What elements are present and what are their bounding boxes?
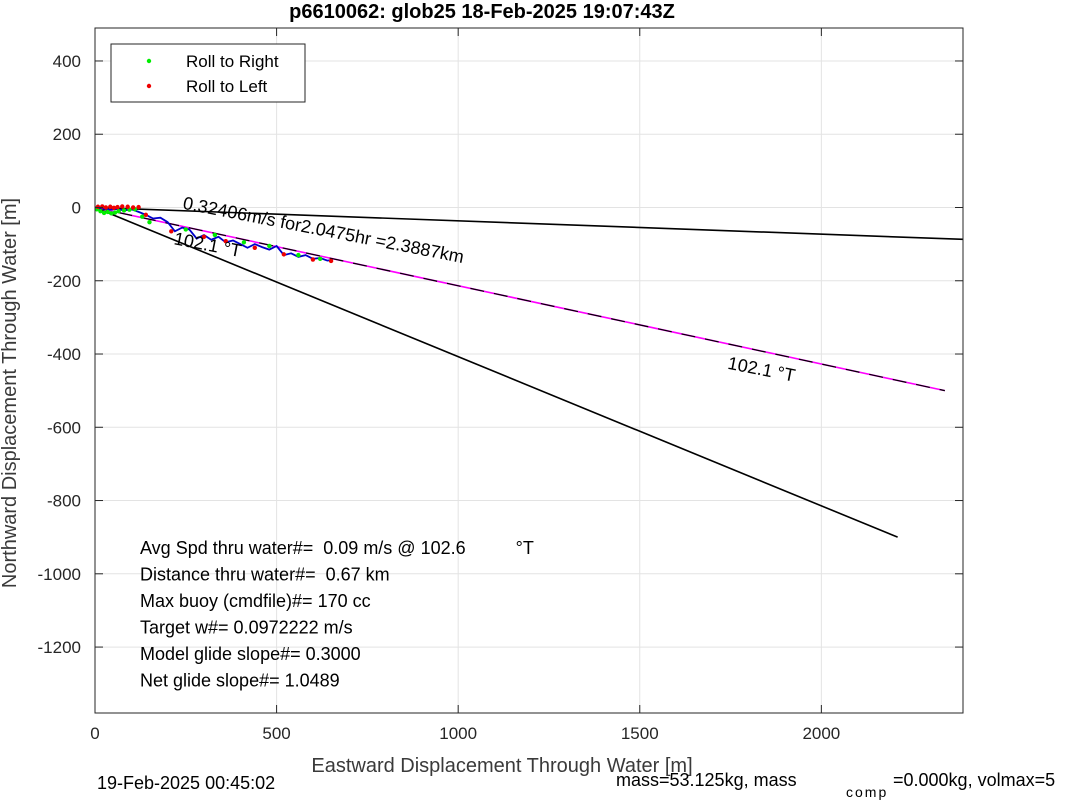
chart-title: p6610062: glob25 18-Feb-2025 19:07:43Z <box>289 1 675 23</box>
roll-left-point <box>111 205 117 211</box>
y-tick-label: 0 <box>72 198 81 217</box>
chart-marks <box>94 204 964 538</box>
roll-left-point <box>95 204 101 209</box>
legend-marker <box>146 58 152 64</box>
x-tick-label: 1500 <box>621 724 659 743</box>
roll-left-point <box>130 205 136 210</box>
roll-left-point <box>201 234 207 239</box>
y-tick-label: 400 <box>53 52 81 71</box>
roll-left-point <box>136 204 141 210</box>
roll-left-point <box>252 245 257 250</box>
roll-right-point <box>317 256 323 261</box>
roll-right-point <box>241 240 247 245</box>
roll-right-point <box>116 208 121 214</box>
roll-right-point <box>109 211 114 216</box>
roll-right-point <box>112 210 118 215</box>
stats-line: Model glide slope#= 0.3000 <box>140 644 361 664</box>
x-tick-label: 0 <box>90 724 99 743</box>
roll-right-point <box>121 208 127 213</box>
stats-line: Net glide slope#= 1.0489 <box>140 671 340 691</box>
axis-ticks: 0 500 1000 1500 20004002000-200-400-600-800-… <box>38 28 963 743</box>
y-axis-label: Northward Displacement Through Water [m] <box>0 198 21 588</box>
roll-right-point <box>183 227 188 232</box>
x-axis-label: Eastward Displacement Through Water [m] <box>311 755 692 777</box>
y-tick-label: -1000 <box>38 565 81 584</box>
legend-label: Roll to Left <box>186 77 268 96</box>
x-tick-label: 2000 <box>802 724 840 743</box>
y-tick-label: -400 <box>47 345 81 364</box>
footer-mass-subscript: comp <box>846 784 888 800</box>
roll-left-point <box>328 258 334 264</box>
legend-label: Roll to Right <box>186 52 279 71</box>
reference-line-1 <box>94 206 898 538</box>
footer-mass-suffix: =0.000kg, volmax=5 <box>893 770 1055 790</box>
roll-left-point <box>120 204 125 209</box>
y-tick-label: -200 <box>47 272 81 291</box>
x-tick-label: 500 <box>262 724 290 743</box>
roll-left-point <box>310 257 316 262</box>
roll-right-point <box>98 208 103 214</box>
legend-marker <box>146 83 152 89</box>
footer: 19-Feb-2025 00:45:02 mass=53.125kg, mass c… <box>97 770 1055 800</box>
stats-line: Avg Spd thru water#= 0.09 m/s @ 102.6 °T <box>140 538 534 558</box>
roll-left-point <box>223 238 228 244</box>
roll-right-point <box>296 252 301 258</box>
y-tick-label: -600 <box>47 418 81 437</box>
y-tick-label: -800 <box>47 492 81 511</box>
roll-left-point <box>143 212 149 218</box>
x-tick-label: 1000 <box>439 724 477 743</box>
y-tick-label: 200 <box>53 125 81 144</box>
roll-right-point <box>147 219 152 225</box>
roll-left-point <box>115 204 120 210</box>
roll-right-point <box>267 243 272 249</box>
stats-line: Distance thru water#= 0.67 km <box>140 565 390 585</box>
stats-line: Max buoy (cmdfile)#= 170 cc <box>140 591 371 611</box>
stats-line: Target w#= 0.0972222 m/s <box>140 618 353 638</box>
footer-mass-prefix: mass=53.125kg, mass <box>616 770 797 790</box>
roll-left-point <box>125 204 130 209</box>
y-tick-label: -1200 <box>38 638 81 657</box>
roll-right-point <box>212 232 218 238</box>
legend: Roll to Right Roll to Left <box>110 43 306 103</box>
roll-left-point <box>103 205 109 210</box>
roll-left-point <box>108 204 113 209</box>
roll-right-point <box>105 209 110 215</box>
roll-right-point <box>101 210 107 216</box>
plot-frame <box>94 27 964 714</box>
footer-timestamp: 19-Feb-2025 00:45:02 <box>97 773 275 793</box>
legend-box <box>110 43 306 103</box>
reference-line-3 <box>94 206 945 392</box>
plot-area <box>95 28 963 713</box>
roll-left-point <box>169 229 174 234</box>
roll-left-point <box>281 252 287 257</box>
roll-right-point <box>140 214 145 219</box>
stats-panel: Avg Spd thru water#= 0.09 m/s @ 102.6 °T… <box>140 538 534 691</box>
reference-line-0 <box>94 206 964 241</box>
